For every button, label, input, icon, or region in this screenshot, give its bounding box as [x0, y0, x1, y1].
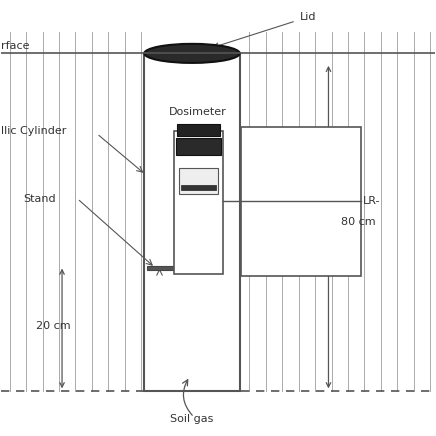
Text: 20 cm: 20 cm — [36, 321, 71, 331]
Bar — [181, 184, 216, 190]
Bar — [174, 131, 223, 274]
Bar — [146, 266, 187, 270]
Text: LR-: LR- — [363, 196, 381, 206]
Text: Stand: Stand — [23, 194, 56, 204]
Text: llic Cylinder: llic Cylinder — [1, 126, 67, 136]
Bar — [241, 127, 361, 276]
Bar — [179, 168, 218, 194]
Ellipse shape — [144, 44, 240, 63]
Bar — [177, 124, 220, 136]
Text: 80 cm: 80 cm — [341, 217, 376, 227]
Text: Soil gas: Soil gas — [170, 415, 214, 425]
Bar — [144, 53, 240, 391]
Text: rface: rface — [1, 41, 30, 51]
Bar — [176, 138, 221, 155]
Text: Dosimeter: Dosimeter — [169, 107, 227, 117]
Text: Lid: Lid — [300, 11, 317, 21]
